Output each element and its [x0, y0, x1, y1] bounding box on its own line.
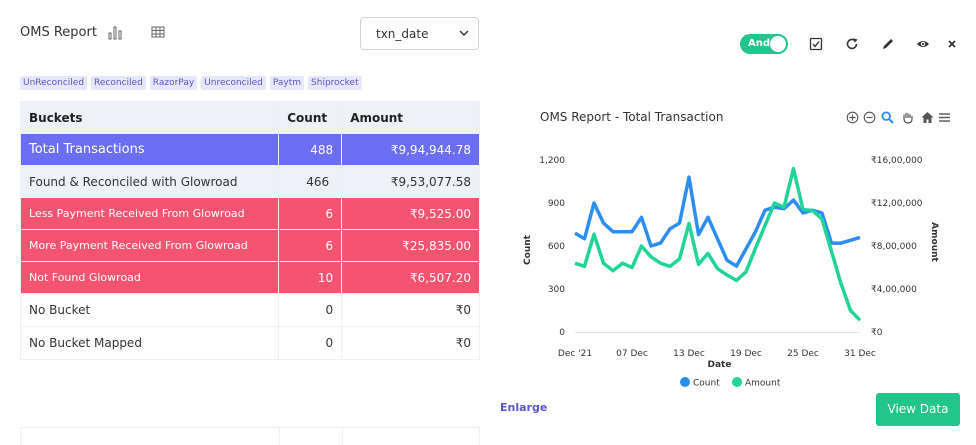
bucket-cell: Not Found Glowroad: [19, 261, 280, 294]
pencil-icon[interactable]: [881, 37, 895, 51]
divider: [479, 428, 480, 445]
y-left-tick-label: 600: [548, 242, 565, 252]
buckets-table: Buckets Count Amount Total Transactions …: [19, 101, 480, 360]
checkbox-icon[interactable]: [809, 37, 823, 51]
y-left-tick-label: 300: [548, 285, 565, 295]
bucket-cell: No Bucket: [19, 293, 280, 327]
table-icon[interactable]: [150, 24, 166, 40]
y-left-tick-label: 900: [548, 199, 565, 209]
bucket-cell: Found & Reconciled with Glowroad: [19, 165, 280, 198]
view-data-button[interactable]: View Data: [876, 393, 960, 426]
eye-icon[interactable]: [916, 37, 930, 51]
filter-chip[interactable]: Shiprocket: [308, 76, 362, 90]
filter-chip[interactable]: UnReconciled: [20, 76, 88, 90]
y-right-axis-title: Amount: [929, 222, 939, 262]
count-cell: 0: [278, 293, 343, 327]
filter-chips: UnReconciled Reconciled RazorPay Unrecon…: [20, 76, 362, 90]
divider: [279, 428, 280, 445]
x-tick-label: 31 Dec: [844, 349, 876, 359]
divider: [20, 428, 21, 445]
y-left-axis-title: Count: [523, 234, 533, 265]
column-header-amount: Amount: [341, 101, 480, 134]
bucket-cell: Less Payment Received From Glowroad: [19, 197, 280, 230]
magnify-icon[interactable]: [881, 111, 894, 124]
series-line-amount: [574, 166, 862, 322]
x-axis-title: Date: [708, 360, 732, 370]
table-row[interactable]: More Payment Received From Glowroad 6 ₹2…: [19, 229, 480, 262]
zoom-out-icon[interactable]: [863, 111, 876, 124]
home-icon[interactable]: [921, 111, 934, 124]
x-tick-label: 13 Dec: [673, 349, 705, 359]
amount-cell: ₹6,507.20: [341, 261, 480, 294]
page-title: OMS Report: [20, 25, 97, 40]
y-left-tick-label: 0: [559, 328, 565, 338]
refresh-icon[interactable]: [845, 37, 859, 51]
y-right-tick-label: ₹8,00,000: [871, 242, 917, 252]
line-chart: 0 ₹0 300 ₹4,00,000 600 ₹8,00,000 900 ₹12,00,000…: [523, 156, 939, 389]
pan-icon[interactable]: [901, 111, 914, 124]
y-left-tick-label: 1,200: [539, 156, 565, 166]
select-value: txn_date: [376, 27, 429, 41]
bucket-cell: No Bucket Mapped: [19, 326, 280, 360]
amount-cell: ₹0: [341, 326, 480, 360]
column-header-count: Count: [278, 101, 343, 134]
table-row[interactable]: No Bucket 0 ₹0: [19, 293, 480, 327]
y-right-tick-label: ₹0: [871, 328, 883, 338]
chevron-down-icon: [459, 30, 469, 37]
and-toggle[interactable]: And: [740, 34, 788, 54]
table-footer-divider: [20, 427, 480, 445]
count-cell: 0: [278, 326, 343, 360]
legend-label-count: Count: [693, 379, 720, 389]
count-cell: 488: [278, 133, 343, 166]
bucket-cell: More Payment Received From Glowroad: [19, 229, 280, 262]
table-row[interactable]: Not Found Glowroad 10 ₹6,507.20: [19, 261, 480, 294]
filter-chip[interactable]: Reconciled: [91, 76, 146, 90]
x-tick-label: 19 Dec: [730, 349, 762, 359]
amount-cell: ₹0: [341, 293, 480, 327]
y-right-tick-label: ₹16,00,000: [871, 156, 923, 166]
legend-label-amount: Amount: [745, 379, 781, 389]
series-line-count: [574, 175, 861, 268]
table-row[interactable]: No Bucket Mapped 0 ₹0: [19, 326, 480, 360]
zoom-in-icon[interactable]: [846, 111, 859, 124]
filter-chip[interactable]: RazorPay: [149, 76, 198, 90]
table-row[interactable]: Total Transactions 488 ₹9,94,944.78: [19, 133, 480, 166]
legend-marker-amount: [732, 377, 742, 387]
count-cell: 466: [278, 165, 343, 198]
divider: [342, 428, 343, 445]
menu-icon[interactable]: [938, 111, 951, 124]
table-row[interactable]: Less Payment Received From Glowroad 6 ₹9…: [19, 197, 480, 230]
enlarge-link[interactable]: Enlarge: [500, 401, 548, 414]
amount-cell: ₹9,53,077.58: [341, 165, 480, 198]
bar-chart-icon[interactable]: [107, 24, 123, 40]
filter-chip[interactable]: Unreconciled: [201, 76, 266, 90]
toggle-knob: [770, 36, 786, 52]
table-header-row: Buckets Count Amount: [19, 101, 480, 134]
filter-chip[interactable]: Paytm: [269, 76, 305, 90]
column-header-buckets: Buckets: [19, 101, 280, 134]
count-cell: 6: [278, 229, 343, 262]
toggle-label: And: [748, 38, 771, 49]
table-row[interactable]: Found & Reconciled with Glowroad 466 ₹9,…: [19, 165, 480, 198]
amount-cell: ₹25,835.00: [341, 229, 480, 262]
chart-title: OMS Report - Total Transaction: [540, 110, 724, 124]
amount-cell: ₹9,94,944.78: [341, 133, 480, 166]
count-cell: 10: [278, 261, 343, 294]
count-cell: 6: [278, 197, 343, 230]
y-right-tick-label: ₹12,00,000: [871, 199, 923, 209]
x-tick-label: 07 Dec: [616, 349, 648, 359]
y-right-tick-label: ₹4,00,000: [871, 285, 917, 295]
bucket-cell: Total Transactions: [19, 133, 280, 166]
legend-marker-count: [680, 377, 690, 387]
x-tick-label: Dec '21: [558, 349, 592, 359]
x-tick-label: 25 Dec: [787, 349, 819, 359]
date-field-select[interactable]: txn_date: [360, 17, 479, 50]
close-icon[interactable]: [945, 37, 959, 51]
amount-cell: ₹9,525.00: [341, 197, 480, 230]
